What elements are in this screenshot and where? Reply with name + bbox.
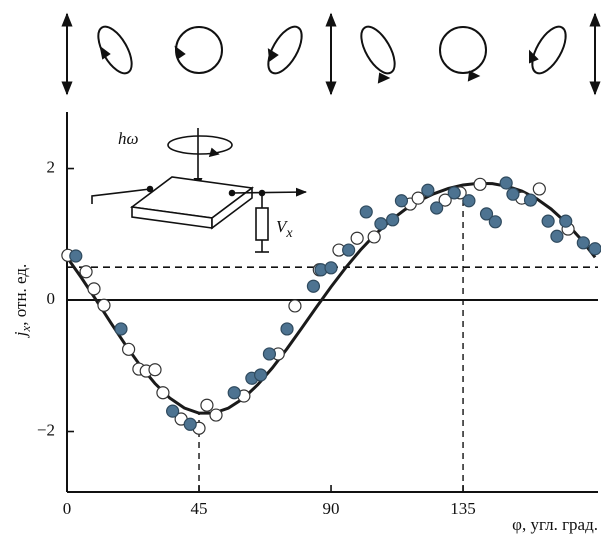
open-point: [79, 265, 93, 279]
open-point: [438, 193, 452, 207]
resistor: [255, 207, 269, 241]
filled-point: [523, 193, 538, 207]
filled-point: [69, 249, 83, 263]
plate-side: [211, 186, 253, 230]
filled-point: [183, 417, 197, 431]
filled-point: [430, 201, 444, 215]
ellipse-icon: [360, 25, 396, 75]
inset-schematic: [91, 128, 308, 253]
filled-point: [588, 242, 601, 256]
circle-icon: [439, 26, 487, 74]
open-point: [288, 299, 302, 313]
open-point: [411, 191, 425, 205]
filled-point: [306, 279, 321, 293]
open-point: [122, 342, 136, 356]
y-label-sub: x: [18, 326, 33, 333]
filled-point: [324, 261, 338, 275]
filled-point: [479, 207, 494, 221]
filled-point: [462, 194, 476, 208]
ellipse-icon: [267, 25, 303, 75]
y-tick-label: 0: [47, 289, 56, 308]
arrowhead: [267, 48, 279, 62]
filled-point: [227, 386, 241, 400]
arrowhead: [377, 72, 391, 84]
h-omega-label: hω: [118, 129, 139, 148]
voltage-label: Vx: [276, 217, 293, 241]
filled-point: [374, 217, 388, 231]
filled-point: [499, 176, 513, 190]
open-point: [367, 230, 381, 244]
filled-point: [541, 214, 555, 228]
filled-point: [254, 368, 268, 382]
arrowhead: [208, 147, 220, 158]
ellipse-icon: [531, 25, 567, 75]
arrowhead: [174, 45, 186, 60]
open-point: [209, 408, 223, 422]
open-point: [473, 177, 487, 191]
filled-point: [359, 205, 373, 219]
open-point: [200, 398, 214, 412]
arrowhead: [99, 45, 111, 60]
filled-point: [114, 322, 128, 336]
filled-point: [166, 404, 180, 418]
filled-point: [280, 322, 294, 336]
y-label-main: j: [11, 331, 30, 338]
x-axis-label: φ, угл. град.: [512, 515, 598, 534]
open-point: [532, 182, 546, 196]
x-tick-label: 45: [191, 499, 208, 518]
wire-right: [231, 187, 308, 197]
y-tick-label: −2: [37, 420, 55, 439]
open-point: [148, 363, 162, 377]
filled-point: [394, 194, 409, 208]
ellipse-icon: [97, 25, 133, 75]
filled-point: [488, 215, 502, 229]
filled-point: [506, 187, 520, 201]
open-point: [97, 298, 111, 312]
y-tick-label: 2: [47, 157, 56, 176]
filled-point: [447, 186, 461, 200]
open-point: [350, 231, 364, 245]
filled-point: [262, 347, 277, 361]
filled-point: [386, 213, 400, 227]
voltage-sub: x: [285, 226, 293, 241]
open-point: [87, 282, 101, 296]
x-tick-label: 0: [63, 499, 72, 518]
circle-icon: [175, 26, 223, 74]
x-tick-label: 135: [450, 499, 476, 518]
rotation-arrow: [167, 135, 233, 155]
filled-point: [559, 214, 573, 228]
plot-area: −2 0 2 0 45 90 135: [37, 112, 601, 518]
filled-point: [342, 243, 356, 257]
polarization-icons: [61, 12, 601, 96]
y-label-rest: , отн. ед.: [11, 264, 30, 326]
open-point: [156, 386, 170, 400]
wire-left: [91, 188, 151, 204]
y-axis-label: jx, отн. ед.: [11, 264, 33, 339]
filled-point: [550, 229, 564, 243]
contact: [146, 185, 154, 193]
arrowhead: [529, 49, 539, 64]
filled-point: [421, 183, 435, 197]
filled-point: [576, 236, 590, 250]
x-tick-label: 90: [323, 499, 340, 518]
voltage-main: V: [276, 217, 289, 236]
arrowhead: [467, 70, 481, 82]
